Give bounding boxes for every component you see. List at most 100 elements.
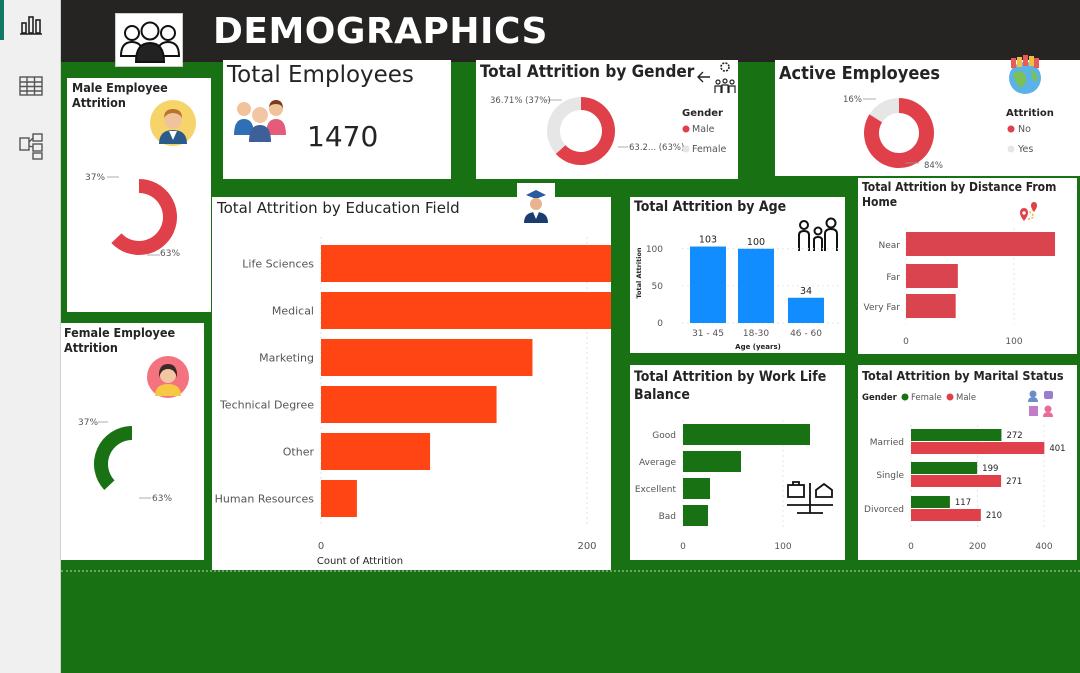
male-attrition-card[interactable]: Male Employee Attrition 37% 63% — [67, 78, 211, 312]
male-large-label: 63% — [160, 249, 180, 259]
female-attrition-card[interactable]: Female Employee Attrition 37% 63% — [61, 323, 204, 560]
location-route-icon — [1012, 200, 1040, 230]
legend-male-marker — [682, 125, 690, 133]
people-group-logo — [115, 13, 183, 67]
work-life-bar — [683, 505, 708, 526]
education-bar — [321, 339, 533, 376]
age-category-label: 46 - 60 — [790, 329, 822, 339]
age-card[interactable]: Total Attrition by Age 0 50 100 103 31 - 45 1… — [630, 197, 845, 353]
age-bar-chart: 0 50 100 103 31 - 45 100 18-30 34 46 - 60 Total A… — [635, 235, 840, 351]
work-life-card[interactable]: Total Attrition by Work Life Balance 0 10… — [630, 365, 845, 560]
balance-scale-icon — [783, 477, 837, 521]
distance-category-label: Very Far — [864, 303, 901, 313]
age-bar — [788, 297, 824, 323]
legend-male-marker — [946, 393, 954, 401]
work-life-bar — [683, 424, 810, 445]
female-attrition-donut: 37% 63% — [78, 418, 172, 504]
marital-data-label: 272 — [1006, 431, 1022, 441]
active-legend-yes: Yes — [1017, 144, 1033, 155]
work-life-bar — [683, 451, 741, 472]
education-bar — [321, 433, 431, 470]
age-category-label: 18-30 — [743, 329, 769, 339]
marital-tick-label: 200 — [969, 542, 986, 552]
marital-data-label: 117 — [955, 498, 971, 508]
total-employees-card[interactable]: Total Employees 1470 — [223, 60, 451, 179]
marital-bar-chart: Gender Female Male 0 200 400 272 401 Married 1… — [862, 393, 1066, 552]
marital-category-label: Divorced — [864, 505, 904, 515]
education-category-label: Other — [283, 446, 315, 459]
marital-data-label: 199 — [982, 464, 998, 474]
education-category-label: Technical Degree — [219, 399, 314, 412]
legend-no-marker — [1007, 125, 1015, 133]
female-attrition-title-line1: Female Employee — [64, 325, 176, 340]
gender-chart-title: Total Attrition by Gender — [480, 62, 695, 82]
distance-category-label: Far — [886, 273, 900, 283]
education-axis-title: Count of Attrition — [317, 556, 403, 567]
active-view-indicator — [0, 0, 4, 40]
distance-bar-chart: 0 100 Near Far Very Far — [864, 228, 1056, 347]
work-life-tick-label: 0 — [680, 542, 686, 552]
distance-tick-label: 0 — [903, 337, 909, 347]
male-attrition-arc — [111, 179, 177, 256]
marital-data-label: 210 — [986, 511, 1002, 521]
active-slice-no — [864, 98, 934, 168]
education-field-card[interactable]: Total Attrition by Education Field 02004… — [212, 183, 611, 570]
active-employees-title: Active Employees — [779, 63, 940, 84]
education-bar — [321, 386, 497, 423]
legend-female-marker — [901, 393, 909, 401]
total-employees-title: Total Employees — [227, 62, 414, 88]
canvas-divider — [61, 570, 1080, 572]
couple-icon — [1026, 388, 1056, 422]
male-avatar-icon — [150, 100, 196, 150]
female-attrition-arc — [94, 426, 132, 491]
male-attrition-donut: 37% 63% — [85, 173, 180, 259]
education-tick-label: 0 — [318, 541, 324, 552]
age-category-label: 31 - 45 — [692, 329, 724, 339]
age-tick-label: 50 — [652, 282, 664, 292]
work-life-category-label: Good — [652, 431, 676, 441]
marital-data-label: 401 — [1049, 444, 1065, 454]
distance-bar — [906, 232, 1056, 256]
report-header — [61, 0, 1080, 62]
marital-bar-female — [911, 429, 1002, 441]
age-chart-title: Total Attrition by Age — [634, 199, 787, 215]
marital-tick-label: 400 — [1035, 542, 1052, 552]
active-employees-card[interactable]: Active Employees 16% 84% Attrition No Ye… — [775, 55, 1080, 176]
marital-bar-male — [911, 509, 981, 521]
education-chart-title: Total Attrition by Education Field — [217, 199, 460, 217]
attrition-by-gender-card[interactable]: Total Attrition by Gender 36.71% (37%) 6… — [476, 60, 738, 179]
table-view-button[interactable] — [0, 66, 61, 110]
male-attrition-title-line2: Attrition — [72, 95, 126, 110]
world-people-icon — [1003, 52, 1047, 100]
marital-data-label: 271 — [1006, 477, 1022, 487]
marital-bar-female — [911, 462, 978, 474]
model-view-button[interactable] — [0, 126, 61, 170]
age-tick-label: 0 — [657, 319, 663, 329]
marital-card[interactable]: Total Attrition by Marital Status Gender… — [858, 365, 1077, 560]
marital-category-label: Single — [876, 471, 904, 481]
female-small-label: 37% — [78, 418, 98, 428]
marital-legend-male: Male — [956, 393, 976, 403]
education-category-label: Marketing — [259, 352, 314, 365]
marital-legend-title: Gender — [862, 393, 898, 403]
marital-chart-title: Total Attrition by Marital Status — [862, 368, 1064, 383]
female-large-label: 63% — [152, 494, 172, 504]
age-tick-label: 100 — [646, 245, 663, 255]
work-life-category-label: Bad — [659, 512, 676, 522]
people-group-icon — [116, 21, 184, 72]
report-view-button[interactable] — [0, 5, 61, 49]
active-slice-yes — [869, 98, 899, 123]
education-category-label: Medical — [272, 305, 314, 318]
distance-card[interactable]: Total Attrition by Distance From Home 0 1… — [858, 178, 1077, 354]
age-x-axis-title: Age (years) — [735, 343, 781, 351]
gender-legend-title: Gender — [682, 108, 723, 119]
distance-tick-label: 100 — [1005, 337, 1022, 347]
total-employees-value: 1470 — [307, 120, 379, 153]
age-data-label: 103 — [699, 235, 717, 246]
back-arrow-icon[interactable] — [697, 68, 711, 87]
gender-legend-female: Female — [692, 144, 727, 155]
table-view-icon — [18, 74, 44, 102]
model-view-icon — [17, 132, 45, 164]
education-bar-chart: 0200400600Life SciencesMedicalMarketingT… — [215, 237, 611, 567]
marital-bar-male — [911, 442, 1045, 454]
